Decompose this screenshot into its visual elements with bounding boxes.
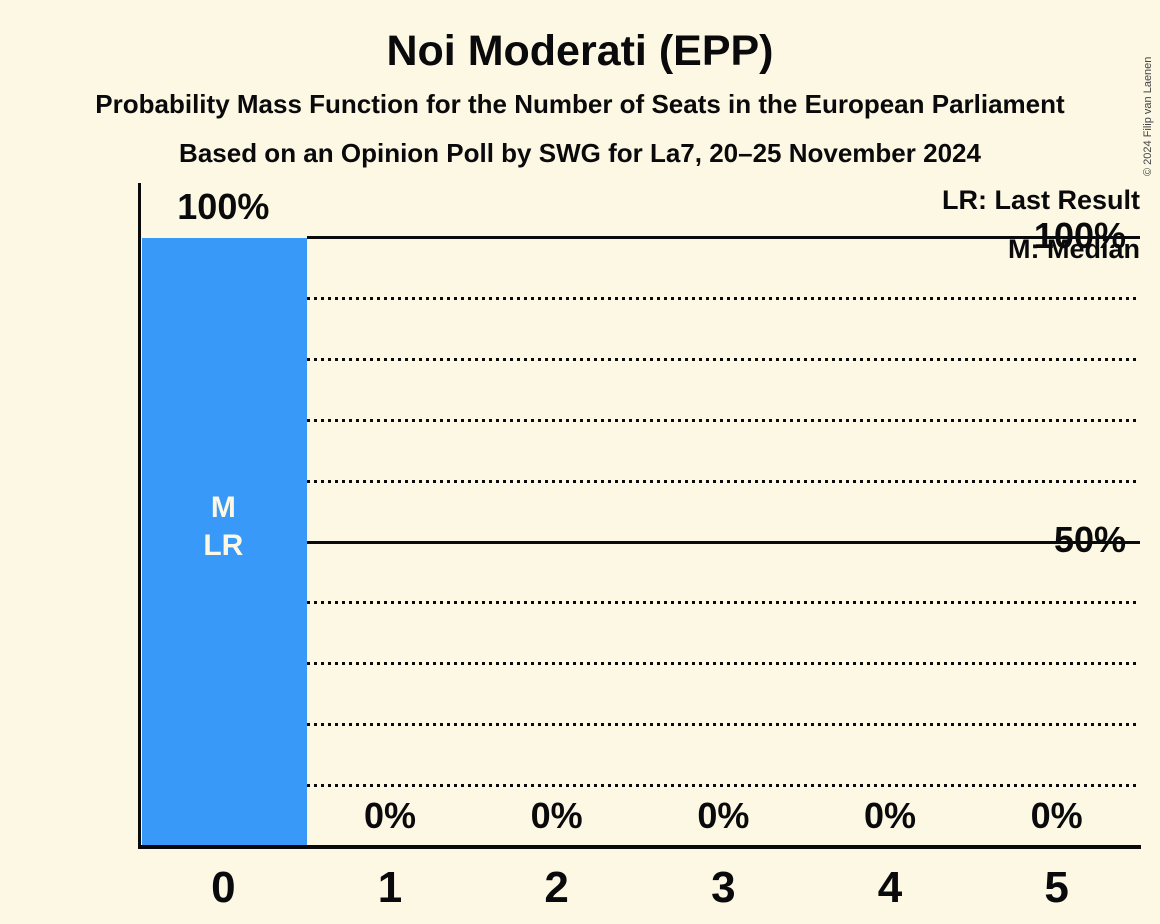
gridline-40pct bbox=[306, 601, 1140, 605]
x-axis bbox=[138, 845, 1141, 849]
gridline-70pct bbox=[306, 418, 1140, 422]
y-tick-50: 50% bbox=[1053, 519, 1126, 560]
value-label-1: 0% bbox=[363, 795, 417, 836]
value-label-4: 0% bbox=[863, 795, 917, 836]
x-tick-4: 4 bbox=[877, 863, 903, 912]
gridline-20pct bbox=[306, 723, 1140, 727]
x-tick-0: 0 bbox=[211, 863, 236, 912]
gridline-100pct bbox=[306, 236, 1140, 239]
value-label-3: 0% bbox=[697, 795, 750, 836]
y-axis bbox=[138, 183, 141, 849]
gridline-10pct bbox=[306, 784, 1140, 788]
gridline-50pct bbox=[306, 540, 1140, 544]
y-tick-100: 100% bbox=[1033, 215, 1126, 256]
value-label-2: 0% bbox=[530, 795, 583, 836]
gridline-90pct bbox=[306, 296, 1140, 300]
legend-last-result: LR: Last Result bbox=[941, 185, 1140, 215]
bar-annotation-line: M bbox=[210, 490, 236, 524]
gridline-30pct bbox=[306, 662, 1140, 666]
x-tick-2: 2 bbox=[544, 863, 569, 912]
chart-poll-source: Based on an Opinion Poll by SWG for La7,… bbox=[179, 138, 981, 168]
x-tick-1: 1 bbox=[377, 863, 403, 912]
chart-title: Noi Moderati (EPP) bbox=[386, 27, 774, 75]
x-tick-5: 5 bbox=[1044, 863, 1069, 912]
bar-annotation-0: M LR bbox=[143, 489, 303, 565]
legend-median: M: Median bbox=[1008, 234, 1140, 264]
value-label-5: 0% bbox=[1030, 795, 1083, 836]
gridline-80pct bbox=[306, 357, 1140, 361]
x-tick-3: 3 bbox=[711, 863, 736, 912]
bar-seats-0 bbox=[142, 238, 307, 846]
chart-subtitle: Probability Mass Function for the Number… bbox=[95, 89, 1065, 119]
value-label-0: 100% bbox=[177, 186, 270, 227]
bar-annotation-line: LR bbox=[203, 528, 244, 562]
gridline-60pct bbox=[306, 479, 1140, 483]
